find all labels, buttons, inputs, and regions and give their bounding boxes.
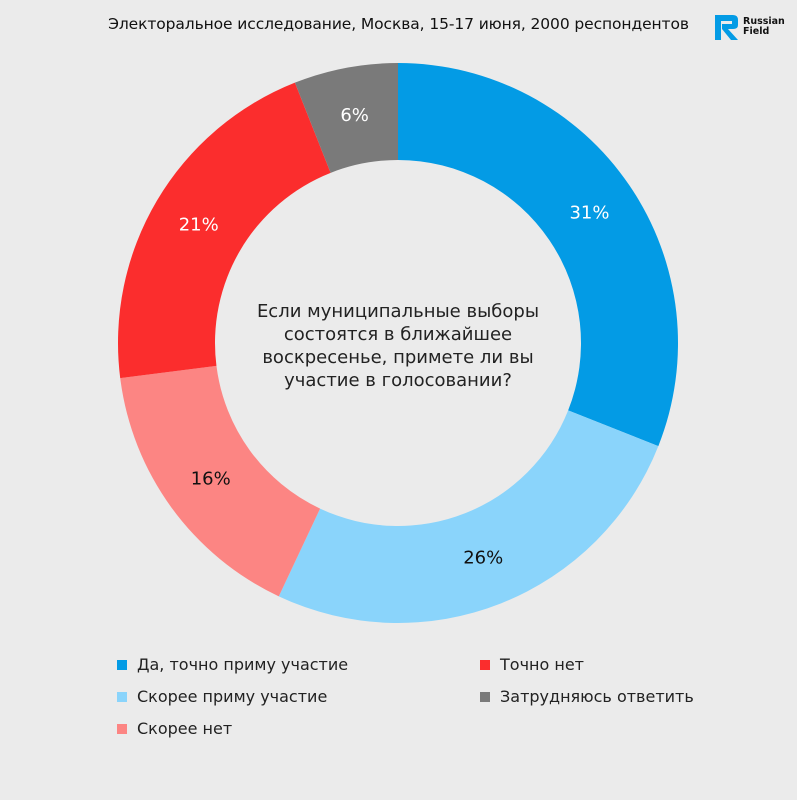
- donut-slice-2: [120, 365, 321, 597]
- legend-label: Точно нет: [500, 655, 584, 674]
- legend-item-zatrudnyayus: Затрудняюсь ответить: [480, 687, 694, 706]
- legend-label: Затрудняюсь ответить: [500, 687, 694, 706]
- legend-item-skoree-primu: Скорее приму участие: [117, 687, 327, 706]
- legend-item-skoree-net: Скорее нет: [117, 719, 232, 738]
- logo-text-line1: Russian: [743, 16, 785, 27]
- logo-text: Russian Field: [743, 17, 785, 37]
- legend-label: Да, точно приму участие: [137, 655, 349, 674]
- legend-swatch: [480, 659, 490, 670]
- brand-logo: Russian Field: [711, 10, 791, 46]
- chart-title: Электоральное исследование, Москва, 15-1…: [108, 15, 689, 33]
- slice-label-0: 31%: [569, 202, 609, 223]
- donut-slice-3: [118, 82, 331, 379]
- russian-field-logo-icon: [715, 15, 738, 40]
- donut-slice-4: [294, 63, 398, 173]
- center-question: Если муниципальные выборы состоятся в бл…: [256, 301, 540, 391]
- donut-labels: 31% 26% 16% 21% 6%: [179, 105, 610, 569]
- slice-label-3: 21%: [179, 215, 219, 236]
- legend-label: Скорее нет: [137, 719, 233, 738]
- slice-label-1: 26%: [463, 548, 503, 569]
- donut-slice-1: [278, 410, 659, 623]
- legend-label: Скорее приму участие: [137, 687, 328, 706]
- legend-item-tochno-net: Точно нет: [480, 655, 584, 674]
- donut-slice-0: [398, 63, 678, 447]
- slice-label-2: 16%: [191, 469, 231, 490]
- legend-swatch: [480, 691, 490, 702]
- legend-swatch: [117, 691, 127, 702]
- donut-slices: [118, 63, 678, 623]
- legend-item-da-tochno: Да, точно приму участие: [117, 655, 348, 674]
- legend-swatch: [117, 723, 127, 734]
- logo-text-line2: Field: [743, 26, 770, 37]
- slice-label-4: 6%: [340, 105, 369, 126]
- legend-swatch: [117, 659, 127, 670]
